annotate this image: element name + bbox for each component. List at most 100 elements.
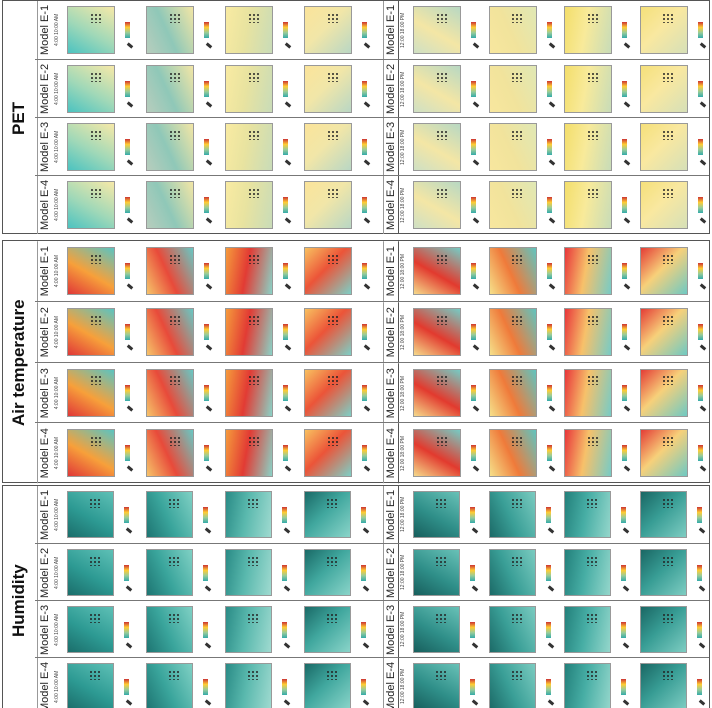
legend-bar: [124, 565, 129, 581]
map-markers: [511, 254, 523, 264]
map-markers: [168, 556, 180, 566]
north-arrow: [126, 585, 133, 591]
map-markers: [586, 613, 598, 623]
model-label: Model E-4: [37, 423, 52, 483]
map-thumbnail: [640, 606, 687, 653]
legend-bar: [204, 324, 209, 340]
legend-bar: [698, 139, 703, 155]
map-markers: [662, 613, 674, 623]
model-label: Model E-4: [383, 658, 399, 708]
map-markers: [511, 498, 523, 508]
legend-bar: [361, 565, 366, 581]
legend-bar: [622, 385, 627, 401]
map-thumbnail: [489, 429, 537, 477]
map-markers: [435, 498, 447, 508]
map-markers: [326, 613, 338, 623]
north-arrow: [364, 159, 371, 165]
map-thumbnail: [67, 247, 115, 295]
model-label: Model E-4: [37, 176, 52, 234]
map-markers: [326, 670, 338, 680]
map-markers: [90, 436, 102, 446]
north-arrow: [285, 101, 292, 107]
north-arrow: [473, 159, 480, 165]
north-arrow: [698, 642, 705, 648]
north-arrow: [127, 345, 134, 351]
map-markers: [169, 188, 181, 198]
time-label: 4:00 10:00 AM: [52, 176, 62, 234]
legend-bar: [697, 565, 702, 581]
map-markers: [662, 130, 674, 140]
model-label: Model E-1: [37, 486, 52, 543]
map-thumbnail: [564, 123, 612, 171]
map-markers: [89, 556, 101, 566]
map-thumbnail: [564, 308, 612, 356]
map-thumbnail: [304, 491, 351, 538]
map-markers: [435, 556, 447, 566]
north-arrow: [127, 101, 134, 107]
model-label: Model E-1: [37, 1, 52, 59]
map-thumbnail: [146, 663, 193, 708]
map-markers: [168, 498, 180, 508]
model-label: Model E-4: [383, 423, 399, 483]
north-arrow: [285, 217, 292, 223]
legend-bar: [470, 622, 475, 638]
map-thumbnail: [640, 6, 688, 54]
legend-bar: [283, 81, 288, 97]
north-arrow: [624, 159, 631, 165]
time-label: 12:00 18:00 PM: [398, 544, 408, 601]
map-markers: [436, 315, 448, 325]
model-label: Model E-1: [383, 486, 399, 543]
map-thumbnail: [67, 6, 115, 54]
north-arrow: [548, 159, 555, 165]
map-thumbnail: [640, 663, 687, 708]
model-label: Model E-2: [37, 60, 52, 118]
north-arrow: [473, 101, 480, 107]
map-thumbnail: [304, 65, 352, 113]
map-markers: [511, 188, 523, 198]
legend-bar: [283, 385, 288, 401]
map-markers: [327, 188, 339, 198]
time-label: 4:00 10:00 AM: [52, 118, 62, 176]
legend-bar: [698, 445, 703, 461]
map-thumbnail: [67, 65, 115, 113]
legend-bar: [362, 197, 367, 213]
model-label: Model E-3: [383, 601, 399, 658]
map-thumbnail: [564, 6, 612, 54]
time-label: 4:00 10:00 AM: [52, 302, 62, 362]
legend-bar: [204, 22, 209, 38]
map-markers: [436, 130, 448, 140]
north-arrow: [364, 345, 371, 351]
map-thumbnail: [225, 6, 273, 54]
legend-bar: [547, 22, 552, 38]
legend-bar: [471, 22, 476, 38]
map-thumbnail: [413, 181, 461, 229]
legend-bar: [470, 565, 475, 581]
north-arrow: [205, 642, 212, 648]
map-markers: [587, 13, 599, 23]
map-markers: [89, 613, 101, 623]
map-thumbnail: [304, 663, 351, 708]
model-label: Model E-1: [37, 241, 52, 301]
map-markers: [169, 375, 181, 385]
map-markers: [327, 72, 339, 82]
map-thumbnail: [67, 308, 115, 356]
north-arrow: [206, 465, 213, 471]
map-thumbnail: [146, 606, 193, 653]
north-arrow: [127, 405, 134, 411]
map-thumbnail: [489, 247, 537, 295]
map-thumbnail: [146, 65, 194, 113]
legend-bar: [698, 22, 703, 38]
legend-bar: [471, 139, 476, 155]
map-thumbnail: [489, 6, 537, 54]
legend-bar: [622, 81, 627, 97]
legend-bar: [470, 679, 475, 695]
map-markers: [511, 670, 523, 680]
north-arrow: [624, 345, 631, 351]
north-arrow: [473, 217, 480, 223]
legend-bar: [471, 324, 476, 340]
map-thumbnail: [413, 491, 460, 538]
north-arrow: [127, 42, 134, 48]
